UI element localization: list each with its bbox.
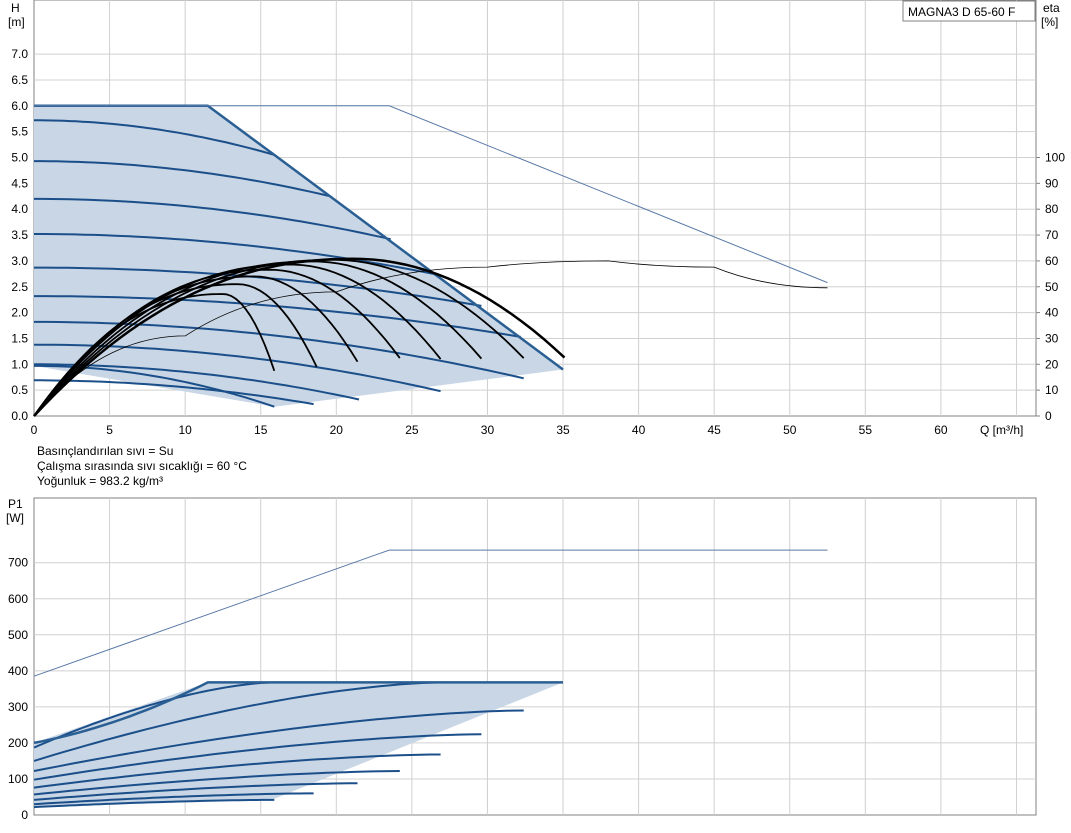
y-tick-label: 1.5: [11, 331, 28, 345]
efficiency-curve: [33, 257, 566, 417]
y2-tick-label: 100: [1045, 151, 1065, 165]
head-curves: [33, 104, 828, 417]
power-curve: [33, 770, 400, 796]
power-curve: [33, 798, 275, 809]
head-curve: [34, 320, 524, 380]
power-tick-label: 0: [21, 808, 28, 822]
power-tick-label: 300: [8, 700, 28, 714]
head-operating-area: [34, 105, 563, 407]
y-tick-label: 2.5: [11, 280, 28, 294]
max-power-curve: [33, 549, 828, 677]
head-curve: [34, 160, 331, 198]
fluid-info-line-3: Yoğunluk = 983.2 kg/m³: [37, 474, 163, 488]
efficiency-curve: [33, 263, 442, 417]
y2-tick-label: 50: [1045, 280, 1059, 294]
x-tick-label: 55: [859, 423, 873, 437]
y-tick-label: 3.0: [11, 254, 28, 268]
y-tick-label: 4.5: [11, 176, 28, 190]
x-tick-label: 40: [632, 423, 646, 437]
y-tick-label: 0.0: [11, 409, 28, 423]
y-tick-label: 6.0: [11, 99, 28, 113]
y-axis-unit: [m]: [8, 15, 25, 29]
y2-tick-label: 40: [1045, 306, 1059, 320]
power-curve: [33, 753, 441, 789]
efficiency-curve: [33, 258, 525, 417]
power-tick-label: 400: [8, 664, 28, 678]
power-axis-label: P1: [8, 497, 23, 511]
y2-axis-unit: [%]: [1041, 15, 1058, 29]
head-curve: [34, 119, 275, 156]
y-tick-label: 3.5: [11, 228, 28, 242]
x-tick-label: 60: [934, 423, 948, 437]
head-chart-grid: [34, 0, 1036, 416]
y2-tick-label: 0: [1045, 409, 1052, 423]
efficiency-curve: [33, 260, 483, 417]
x-tick-label: 30: [481, 423, 495, 437]
y2-tick-label: 60: [1045, 254, 1059, 268]
y-tick-label: 1.0: [11, 357, 28, 371]
legend-text: MAGNA3 D 65-60 F: [908, 5, 1015, 19]
power-tick-label: 200: [8, 736, 28, 750]
x-tick-label: 35: [556, 423, 570, 437]
y-tick-label: 5.0: [11, 151, 28, 165]
legend-box: [902, 0, 1036, 22]
x-tick-label: 25: [405, 423, 419, 437]
head-chart-ticks: 0 5 10 15 20 25 30 35 40 45 50 55 60 0.0 0.5 1.0 1.5 2.0 2…: [11, 47, 1065, 437]
head-curve: [34, 295, 521, 338]
head-curve: [34, 233, 441, 277]
fluid-info-line-1: Basınçlandırılan sıvı = Su: [37, 444, 173, 458]
power-envelope: [33, 681, 563, 745]
power-curve: [33, 681, 443, 762]
x-tick-label: 20: [330, 423, 344, 437]
x-tick-label: 50: [783, 423, 797, 437]
y-tick-label: 5.5: [11, 125, 28, 139]
x-axis-label: Q [m³/h]: [980, 423, 1023, 437]
power-tick-label: 700: [8, 556, 28, 570]
y2-tick-label: 30: [1045, 331, 1059, 345]
power-axis-unit: [W]: [6, 511, 24, 525]
system-curve: [33, 260, 828, 417]
power-curve: [33, 709, 524, 772]
head-curve: [34, 363, 360, 401]
power-tick-label: 500: [8, 628, 28, 642]
y-tick-label: 2.0: [11, 306, 28, 320]
fluid-info-line-2: Çalışma sırasında sıvı sıcaklığı = 60 °C: [37, 459, 247, 473]
max-head-curve: [34, 105, 828, 284]
efficiency-curves: [33, 257, 566, 417]
power-curves: [33, 549, 828, 809]
head-area-fill: [34, 105, 563, 407]
power-curve: [33, 792, 314, 806]
head-curve: [34, 197, 391, 241]
power-curve: [33, 733, 482, 781]
power-curve: [33, 782, 358, 801]
power-curve: [33, 681, 275, 749]
y2-tick-label: 80: [1045, 202, 1059, 216]
y-tick-label: 6.5: [11, 73, 28, 87]
y-tick-label: 7.0: [11, 47, 28, 61]
y-axis-label: H: [11, 1, 20, 15]
y-tick-label: 4.0: [11, 202, 28, 216]
y2-tick-label: 20: [1045, 357, 1059, 371]
y2-axis-label: eta: [1043, 1, 1060, 15]
power-chart-ticks: 0 100 200 300 400 500 600 700: [8, 556, 28, 822]
power-tick-label: 100: [8, 772, 28, 786]
power-tick-label: 600: [8, 592, 28, 606]
y2-tick-label: 70: [1045, 228, 1059, 242]
x-tick-label: 15: [254, 423, 268, 437]
x-tick-label: 45: [707, 423, 721, 437]
y2-tick-label: 90: [1045, 176, 1059, 190]
y2-tick-label: 10: [1045, 383, 1059, 397]
x-tick-label: 5: [106, 423, 113, 437]
y-tick-label: 0.5: [11, 383, 28, 397]
head-curve: [34, 379, 314, 406]
x-tick-label: 0: [31, 423, 38, 437]
x-tick-label: 10: [178, 423, 192, 437]
